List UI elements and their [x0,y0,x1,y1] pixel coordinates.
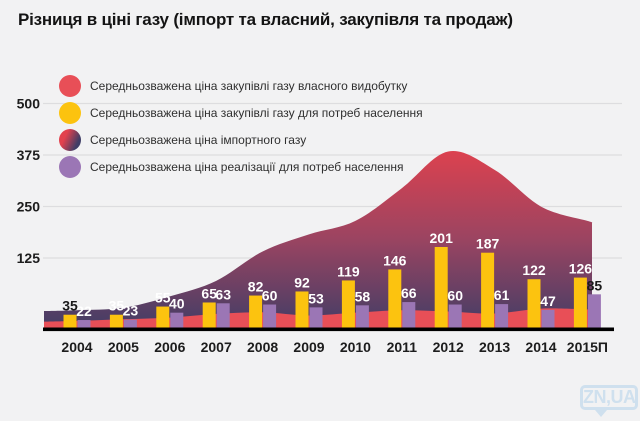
bar-value-label: 61 [494,287,510,303]
bar-value-label: 119 [337,263,360,279]
x-axis-label: 2004 [61,339,92,355]
page-title: Різниця в ціні газу (імпорт та власний, … [18,10,513,29]
purchase-population-bar [341,280,355,329]
sale-population-bar [77,320,91,329]
bar-value-label: 85 [587,277,603,293]
x-axis-label: 2010 [340,339,371,355]
bar-value-label: 58 [355,288,371,304]
legend-item: Середньозважена ціна імпортного газу [59,129,479,151]
legend-label: Середньозважена ціна реалізації для потр… [90,160,404,174]
bar-value-label: 60 [262,288,278,304]
bar-value-label: 23 [123,303,139,319]
bar-value-label: 122 [522,262,546,278]
y-axis-tick-label: 125 [17,250,41,266]
sale-population-bar [123,319,137,329]
sale-population-bar [309,307,323,329]
sale-population-bar [402,302,416,329]
bar-value-label: 35 [62,298,78,314]
legend-dot-sale-population [59,156,81,178]
purchase-population-bar [573,277,587,329]
bar-value-label: 201 [430,230,454,246]
x-axis-label: 2013 [479,339,510,355]
sale-population-bar [170,312,184,329]
import-price-area [44,151,593,329]
x-axis-label: 2009 [293,339,324,355]
sale-population-bar [355,305,369,329]
purchase-population-bar [202,302,216,329]
purchase-population-bar [434,246,448,329]
chart-legend: Середньозважена ціна закупівлі газу влас… [59,75,479,183]
x-axis-line [43,327,614,332]
sale-population-bar [263,304,277,329]
bar-value-label: 60 [447,288,463,304]
sale-population-bar [587,294,601,329]
x-axis-label: 2014 [525,339,556,355]
legend-item: Середньозважена ціна закупівлі газу для … [59,102,479,124]
legend-item: Середньозважена ціна закупівлі газу влас… [59,75,479,97]
znua-watermark-tail-icon [595,410,607,417]
purchase-population-bar [295,291,309,329]
sale-population-bar [216,303,230,329]
legend-item: Середньозважена ціна реалізації для потр… [59,156,479,178]
purchase-population-bar [388,269,402,329]
bar-value-label: 55 [155,290,171,306]
purchase-population-bar [527,279,541,329]
sale-population-bar [448,304,462,329]
x-axis-label: 2006 [154,339,185,355]
legend-label: Середньозважена ціна закупівлі газу для … [90,106,423,120]
x-axis-label: 2015П [567,339,608,355]
bar-value-label: 63 [215,286,231,302]
x-axis-label: 2011 [387,339,418,355]
purchase-population-bar [481,252,495,329]
legend-label: Середньозважена ціна закупівлі газу влас… [90,79,408,93]
purchase-population-bar [156,306,170,329]
legend-dot-purchase-population [59,102,81,124]
bar-value-label: 22 [76,303,92,319]
x-axis-label: 2008 [247,339,278,355]
y-axis-tick-label: 250 [17,199,41,215]
purchase-population-bar [249,295,263,329]
legend-label: Середньозважена ціна імпортного газу [90,133,307,147]
bar-value-label: 66 [401,285,417,301]
x-axis-label: 2005 [108,339,139,355]
sale-population-bar [541,309,555,329]
znua-watermark: ZN,UA [580,385,638,417]
legend-dot-import-price [59,129,81,151]
bar-value-label: 146 [383,252,407,268]
bar-value-label: 65 [201,285,217,301]
legend-dot-own-production [59,75,81,97]
bar-value-label: 82 [248,279,264,295]
bar-value-label: 47 [540,293,556,309]
purchase-population-bar [63,314,77,329]
purchase-population-bar [109,314,123,329]
bar-value-label: 53 [308,290,324,306]
sale-population-bar [495,304,509,329]
bar-value-label: 35 [109,298,125,314]
y-axis-tick-label: 375 [17,147,41,163]
znua-watermark-text: ZN,UA [583,387,636,407]
bar-value-label: 92 [294,274,310,290]
y-axis-tick-label: 500 [17,96,41,112]
bar-value-label: 40 [169,296,185,312]
bar-value-label: 126 [569,261,593,277]
x-axis-label: 2012 [433,339,464,355]
x-axis-label: 2007 [201,339,232,355]
bar-value-label: 187 [476,236,500,252]
